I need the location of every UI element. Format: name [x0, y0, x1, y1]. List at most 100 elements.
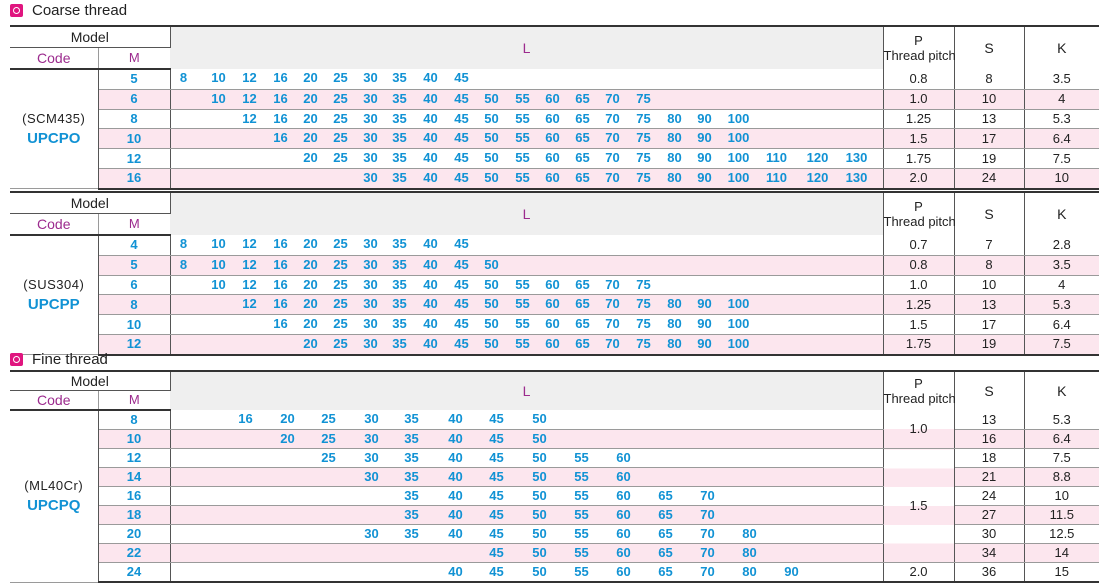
l-values-cell: 45 50 55 60 65 70 80	[170, 543, 884, 563]
l-value: 25	[333, 335, 348, 351]
l-value: 12	[242, 296, 257, 312]
p-cell: 1.5	[883, 448, 955, 563]
l-value: 35	[392, 256, 407, 272]
l-value: 60	[616, 488, 631, 503]
s-cell: 30	[954, 524, 1025, 544]
table-row: 8 12 16 20 25 30 35 40 45 50 55 60 65 70 75 80 90 100 1.25…	[10, 109, 1100, 130]
l-values-cell: 10 12 16 20 25 30 35 40 45 50 55 60 65 70 75	[170, 275, 884, 296]
table-row: 12 20 25 30 35 40 45 50 55 60 65 70 75 80 90 100 110 120 1…	[10, 148, 1100, 169]
l-values-cell: 25 30 35 40 45 50 55 60	[170, 448, 884, 468]
l-values-cell: 16 20 25 30 35 40 45 50	[170, 410, 884, 430]
l-value: 45	[454, 256, 469, 272]
l-value: 8	[179, 256, 188, 272]
l-value: 40	[423, 296, 438, 312]
m-cell: 20	[98, 524, 171, 544]
l-value: 50	[484, 276, 499, 292]
p-cell: 1.25	[883, 294, 955, 316]
k-cell: 10	[1024, 168, 1100, 190]
l-value: 55	[515, 316, 530, 332]
l-value: 70	[700, 488, 715, 503]
k-cell: 5.3	[1024, 109, 1100, 130]
l-value: 30	[364, 431, 379, 446]
l-value: 65	[658, 526, 673, 541]
l-value: 45	[489, 450, 504, 465]
l-value: 90	[697, 110, 712, 126]
table-row: 10 16 20 25 30 35 40 45 50 55 60 65 70 75 80 90 100 1.5 17…	[10, 128, 1100, 150]
l-value: 50	[484, 256, 499, 272]
table-row: 24 40 45 50 55 60 65 70 80 90 2.0 36 15	[10, 562, 1100, 583]
l-values-cell: 12 16 20 25 30 35 40 45 50 55 60 65 70 75 80 90 100	[170, 109, 884, 130]
l-value: 75	[636, 276, 651, 292]
m-cell: 12	[98, 334, 171, 356]
s-cell: 16	[954, 429, 1025, 449]
table-row: 10 16 20 25 30 35 40 45 50 55 60 65 70 75 80 90 100 1.5 17…	[10, 314, 1100, 335]
l-value: 70	[700, 507, 715, 522]
l-value: 40	[448, 564, 463, 579]
section-title-text: Coarse thread	[32, 1, 128, 19]
l-value: 70	[605, 90, 620, 106]
l-value: 30	[363, 236, 378, 251]
k-cell: 4	[1024, 89, 1100, 110]
l-value: 70	[700, 545, 715, 560]
l-value: 45	[454, 90, 469, 106]
l-value: 65	[575, 276, 590, 292]
l-value: 40	[448, 431, 463, 446]
l-value: 40	[423, 276, 438, 292]
l-value: 30	[363, 335, 378, 351]
l-value: 50	[532, 564, 547, 579]
l-value: 50	[484, 169, 499, 185]
l-value: 80	[667, 169, 682, 185]
l-value: 50	[532, 488, 547, 503]
l-value: 70	[605, 110, 620, 126]
s-cell: 34	[954, 543, 1025, 563]
l-value: 30	[364, 450, 379, 465]
l-value: 65	[575, 296, 590, 312]
s-header: S	[954, 191, 1025, 235]
l-value: 130	[845, 150, 868, 166]
l-value: 130	[845, 169, 868, 185]
l-value: 35	[392, 150, 407, 166]
l-value: 65	[575, 150, 590, 166]
l-value: 90	[697, 150, 712, 166]
l-value: 50	[532, 469, 547, 484]
l-values-cell: 20 25 30 35 40 45 50 55 60 65 70 75 80 90 100 110 120 130	[170, 148, 884, 169]
l-value: 25	[333, 130, 348, 146]
l-value: 30	[364, 526, 379, 541]
k-cell: 10	[1024, 486, 1100, 506]
l-value: 55	[515, 276, 530, 292]
l-value: 12	[242, 90, 257, 106]
l-value: 55	[574, 488, 589, 503]
l-value: 45	[454, 130, 469, 146]
l-value: 50	[532, 411, 547, 426]
s-header: S	[954, 25, 1025, 69]
l-value: 25	[333, 70, 348, 85]
l-value: 20	[303, 90, 318, 106]
l-value: 40	[423, 335, 438, 351]
l-value: 16	[273, 256, 288, 272]
l-value: 50	[484, 296, 499, 312]
l-value: 45	[454, 316, 469, 332]
m-cell: 12	[98, 448, 171, 468]
l-value: 20	[303, 316, 318, 332]
l-value: 35	[404, 526, 419, 541]
l-value: 30	[363, 70, 378, 85]
l-value: 65	[575, 110, 590, 126]
l-value: 100	[727, 110, 750, 126]
l-value: 16	[273, 110, 288, 126]
l-value: 35	[392, 130, 407, 146]
l-value: 8	[179, 236, 188, 251]
l-value: 45	[489, 488, 504, 503]
k-cell: 14	[1024, 543, 1100, 563]
m-cell: 5	[98, 69, 171, 90]
l-value: 70	[605, 150, 620, 166]
l-values-cell: 16 20 25 30 35 40 45 50 55 60 65 70 75 80 90 100	[170, 128, 884, 150]
l-value: 16	[273, 296, 288, 312]
l-value: 40	[423, 169, 438, 185]
l-value: 20	[303, 150, 318, 166]
p-header: P Thread pitch	[883, 370, 956, 410]
k-cell: 6.4	[1024, 128, 1100, 150]
l-value: 25	[333, 150, 348, 166]
k-cell: 7.5	[1024, 334, 1100, 356]
p-cell: 0.8	[883, 255, 955, 276]
thread-pitch-label: Thread pitch	[883, 391, 956, 406]
